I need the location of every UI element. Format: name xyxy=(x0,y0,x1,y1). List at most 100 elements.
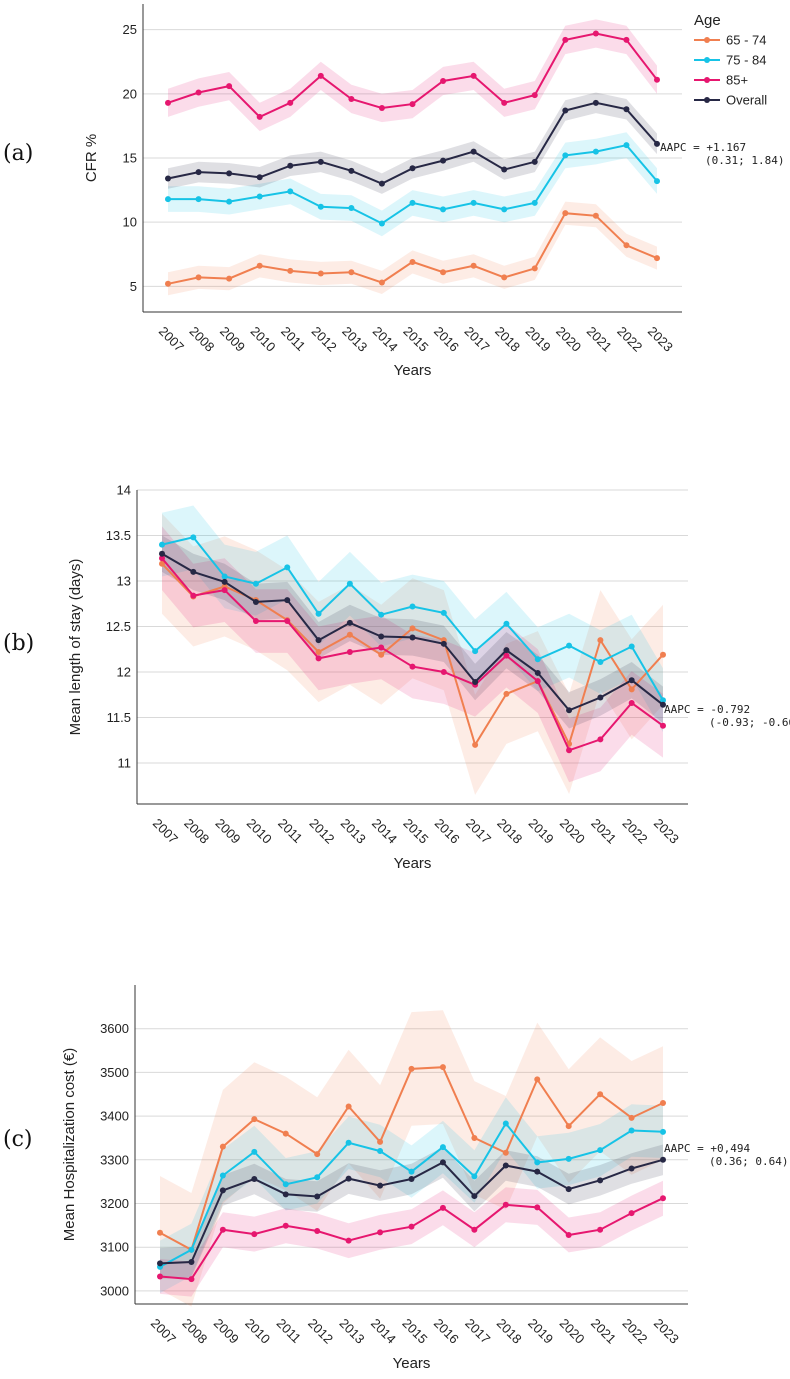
data-point-overall xyxy=(472,679,479,686)
y-tick-label: 3000 xyxy=(100,1283,129,1298)
data-point-65-74 xyxy=(157,1229,163,1236)
data-point-65-74 xyxy=(348,269,355,276)
data-point-85 xyxy=(409,663,416,670)
legend-swatch-marker xyxy=(704,97,710,103)
confidence-band-75-84 xyxy=(168,132,657,237)
data-point-65-74 xyxy=(378,279,385,286)
data-point-65-74 xyxy=(409,258,416,265)
data-point-65-74 xyxy=(256,262,263,269)
x-axis-title: Years xyxy=(394,855,432,872)
panel-label: (a) xyxy=(3,141,33,166)
data-point-75-84 xyxy=(440,609,447,616)
data-point-85 xyxy=(314,1228,321,1235)
data-point-75-84 xyxy=(502,1120,509,1127)
data-point-65-74 xyxy=(472,741,479,748)
data-point-overall xyxy=(597,694,604,701)
x-tick-label: 2016 xyxy=(431,324,462,355)
x-tick-label: 2022 xyxy=(620,816,651,847)
data-point-65-74 xyxy=(501,274,508,281)
data-point-65-74 xyxy=(219,1143,226,1150)
data-point-overall xyxy=(315,637,322,644)
data-point-overall xyxy=(408,1176,415,1183)
data-point-overall xyxy=(378,633,385,640)
data-point-75-84 xyxy=(378,611,385,618)
data-point-overall xyxy=(409,634,416,641)
data-point-85 xyxy=(470,72,477,79)
legend-swatch-marker xyxy=(704,77,710,83)
data-point-85 xyxy=(378,644,385,651)
data-point-65-74 xyxy=(282,1130,289,1137)
data-point-65-74 xyxy=(226,275,233,282)
data-point-overall xyxy=(502,1162,509,1169)
data-point-overall xyxy=(501,166,508,173)
y-tick-label: 3600 xyxy=(100,1021,129,1036)
data-point-85 xyxy=(566,747,573,754)
data-point-overall xyxy=(440,640,447,647)
data-point-85 xyxy=(660,1195,666,1202)
data-point-overall xyxy=(597,1177,604,1184)
data-point-65-74 xyxy=(531,265,538,272)
data-point-85 xyxy=(628,699,635,706)
x-tick-label: 2007 xyxy=(148,1316,179,1347)
aapc-confidence-interval: (0.36; 0.64) xyxy=(709,1155,788,1168)
data-point-75-84 xyxy=(409,603,416,610)
x-tick-label: 2009 xyxy=(211,1316,242,1347)
data-point-65-74 xyxy=(623,242,630,249)
y-tick-label: 20 xyxy=(123,86,137,101)
data-point-75-84 xyxy=(534,1159,541,1166)
data-point-overall xyxy=(531,158,538,165)
x-tick-label: 2023 xyxy=(645,324,676,355)
x-tick-label: 2019 xyxy=(523,324,554,355)
data-point-75-84 xyxy=(315,610,322,617)
y-tick-label: 3500 xyxy=(100,1065,129,1080)
x-tick-label: 2011 xyxy=(275,816,305,846)
x-tick-label: 2008 xyxy=(179,1316,210,1347)
aapc-confidence-interval: (-0.93; -0.66) xyxy=(709,716,790,729)
confidence-band-65-74 xyxy=(162,513,663,795)
data-point-85 xyxy=(219,1226,226,1233)
y-tick-label: 15 xyxy=(123,151,137,166)
y-tick-label: 5 xyxy=(130,279,137,294)
data-point-65-74 xyxy=(195,274,202,281)
x-tick-label: 2008 xyxy=(186,324,217,355)
data-point-85 xyxy=(190,592,197,599)
data-point-85 xyxy=(317,72,324,79)
y-axis-title: CFR % xyxy=(83,134,100,182)
data-point-65-74 xyxy=(345,1103,352,1110)
data-point-85 xyxy=(315,655,322,662)
data-point-overall xyxy=(157,1260,163,1267)
data-point-overall xyxy=(378,180,385,187)
data-point-overall xyxy=(565,1186,572,1193)
data-point-65-74 xyxy=(660,651,666,658)
data-point-overall xyxy=(226,170,233,177)
data-point-overall xyxy=(439,1159,446,1166)
data-point-85 xyxy=(226,83,233,90)
data-point-75-84 xyxy=(660,697,666,704)
data-point-75-84 xyxy=(660,1128,666,1135)
legend-entry: Overall xyxy=(726,93,767,108)
data-point-75-84 xyxy=(190,534,197,541)
panel-label: (c) xyxy=(3,1127,33,1152)
aapc-annotation: AAPC = +1.167 xyxy=(660,141,746,154)
data-point-85 xyxy=(562,36,569,43)
data-point-overall xyxy=(348,167,355,174)
x-tick-label: 2012 xyxy=(309,324,340,355)
data-point-85 xyxy=(440,669,447,676)
data-point-overall xyxy=(219,1187,226,1194)
data-point-overall xyxy=(282,1191,289,1198)
x-tick-label: 2017 xyxy=(462,324,493,355)
data-point-75-84 xyxy=(471,1173,478,1180)
data-point-85 xyxy=(157,1273,163,1280)
data-point-overall xyxy=(284,597,291,604)
y-axis-title: Mean length of stay (days) xyxy=(67,559,84,736)
x-tick-label: 2016 xyxy=(431,1316,462,1347)
y-tick-label: 3200 xyxy=(100,1196,129,1211)
data-point-overall xyxy=(660,701,666,708)
data-point-75-84 xyxy=(378,220,385,227)
data-point-75-84 xyxy=(408,1168,415,1175)
data-point-85 xyxy=(251,1231,258,1238)
aapc-annotation: AAPC = +0,494 xyxy=(664,1142,750,1155)
aapc-confidence-interval: (0.31; 1.84) xyxy=(705,154,784,167)
x-tick-label: 2022 xyxy=(614,324,645,355)
